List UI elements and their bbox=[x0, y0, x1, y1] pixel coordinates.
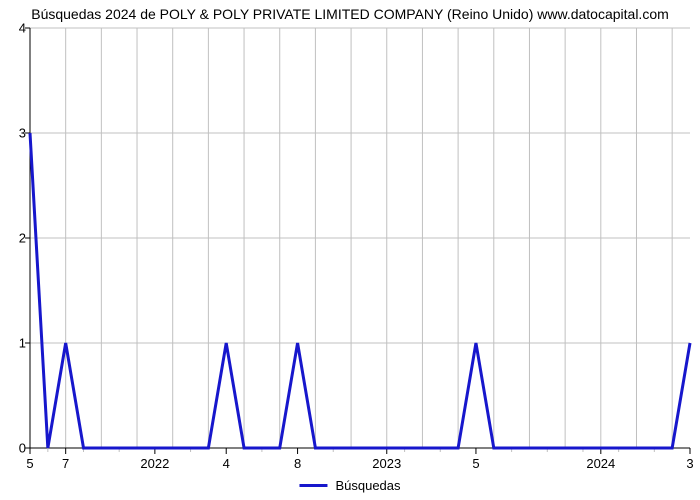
y-tick-label: 3 bbox=[6, 126, 26, 141]
x-tick-label: 5 bbox=[472, 456, 479, 471]
y-tick-label: 2 bbox=[6, 231, 26, 246]
chart-page: Búsquedas 2024 de POLY & POLY PRIVATE LI… bbox=[0, 0, 700, 500]
x-tick-label: 5 bbox=[26, 456, 33, 471]
legend: Búsquedas bbox=[299, 478, 400, 493]
x-tick-label: 2024 bbox=[586, 456, 615, 471]
x-tick-label: 8 bbox=[294, 456, 301, 471]
x-tick-label: 3 bbox=[686, 456, 693, 471]
chart-title: Búsquedas 2024 de POLY & POLY PRIVATE LI… bbox=[31, 6, 669, 22]
x-tick-label: 2022 bbox=[140, 456, 169, 471]
chart-svg bbox=[30, 28, 690, 448]
x-tick-label: 7 bbox=[62, 456, 69, 471]
plot-area bbox=[30, 28, 690, 448]
x-tick-label: 4 bbox=[223, 456, 230, 471]
y-tick-label: 1 bbox=[6, 336, 26, 351]
legend-label: Búsquedas bbox=[335, 478, 400, 493]
y-tick-label: 0 bbox=[6, 441, 26, 456]
x-tick-label: 2023 bbox=[372, 456, 401, 471]
legend-swatch bbox=[299, 484, 327, 487]
y-tick-label: 4 bbox=[6, 21, 26, 36]
